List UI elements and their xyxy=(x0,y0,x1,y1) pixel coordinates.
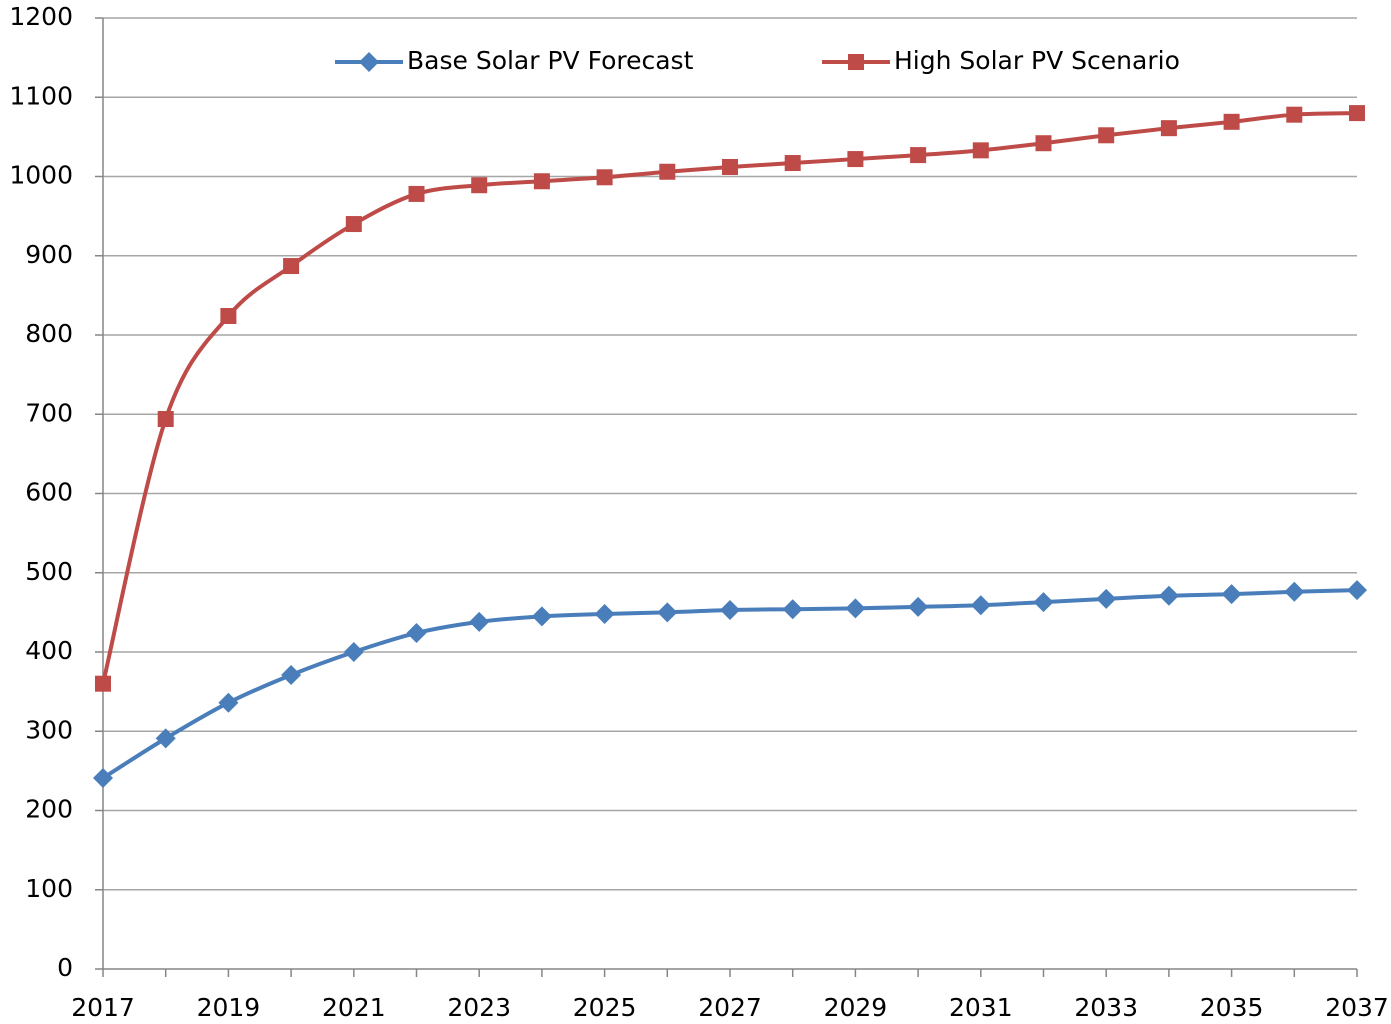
marker xyxy=(408,185,425,202)
x-tick-label: 2029 xyxy=(824,993,888,1022)
y-tick-label: 100 xyxy=(25,874,73,903)
y-tick-label: 700 xyxy=(25,398,73,427)
marker xyxy=(155,728,176,749)
marker xyxy=(359,52,379,72)
marker xyxy=(220,307,237,324)
marker xyxy=(1158,585,1179,606)
marker xyxy=(345,216,362,233)
marker xyxy=(910,147,927,164)
marker xyxy=(659,163,676,180)
marker xyxy=(722,158,738,175)
x-tick-label: 2027 xyxy=(698,993,762,1022)
x-tick-label: 2031 xyxy=(949,993,1013,1022)
marker xyxy=(406,622,427,643)
marker xyxy=(1347,580,1367,601)
marker xyxy=(157,411,174,428)
y-tick-label: 200 xyxy=(25,795,73,824)
marker xyxy=(1286,106,1303,123)
marker xyxy=(1096,588,1117,609)
marker xyxy=(847,151,864,168)
x-tick-label: 2025 xyxy=(573,993,637,1022)
y-tick-label: 900 xyxy=(25,240,73,269)
y-tick-label: 1200 xyxy=(9,2,73,31)
marker xyxy=(1284,581,1305,602)
marker xyxy=(1033,592,1054,613)
marker xyxy=(720,599,740,620)
marker xyxy=(533,173,550,190)
x-tick-label: 2019 xyxy=(197,993,261,1022)
marker xyxy=(471,177,488,194)
marker xyxy=(848,54,864,70)
marker xyxy=(972,142,989,159)
marker xyxy=(594,603,615,624)
marker xyxy=(596,169,613,186)
y-tick-label: 300 xyxy=(25,715,73,744)
marker xyxy=(283,258,300,275)
marker xyxy=(970,595,991,616)
marker xyxy=(1098,127,1115,144)
marker xyxy=(1160,120,1177,137)
y-tick-label: 400 xyxy=(25,636,73,665)
marker xyxy=(1035,135,1052,152)
marker xyxy=(218,692,239,713)
marker xyxy=(469,611,490,632)
marker xyxy=(784,155,801,172)
marker xyxy=(281,664,302,685)
x-tick-label: 2037 xyxy=(1325,993,1389,1022)
marker xyxy=(93,768,113,789)
marker xyxy=(657,602,678,623)
legend-label: Base Solar PV Forecast xyxy=(407,46,694,75)
legend-label: High Solar PV Scenario xyxy=(894,46,1180,75)
marker xyxy=(95,675,111,692)
marker xyxy=(1223,113,1240,130)
y-tick-label: 600 xyxy=(25,478,73,507)
marker xyxy=(1221,584,1242,605)
marker xyxy=(1349,105,1365,122)
marker xyxy=(343,642,364,662)
marker xyxy=(782,599,803,620)
marker xyxy=(908,596,929,617)
marker xyxy=(531,606,552,627)
x-tick-label: 2033 xyxy=(1074,993,1138,1022)
marker xyxy=(845,598,866,619)
x-tick-label: 2021 xyxy=(322,993,386,1022)
x-tick-label: 2035 xyxy=(1200,993,1264,1022)
y-tick-label: 1100 xyxy=(9,81,73,110)
x-tick-label: 2017 xyxy=(71,993,135,1022)
y-tick-label: 800 xyxy=(25,319,73,348)
y-tick-label: 500 xyxy=(25,557,73,586)
x-tick-label: 2023 xyxy=(447,993,511,1022)
y-tick-label: 1000 xyxy=(9,161,73,190)
y-tick-label: 0 xyxy=(57,953,73,982)
